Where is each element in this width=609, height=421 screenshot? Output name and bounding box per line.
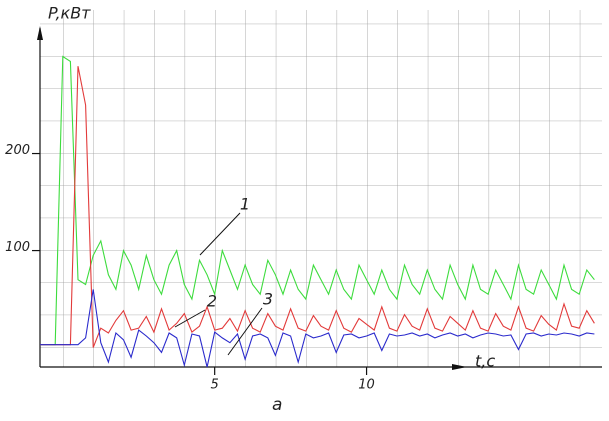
caption: а — [272, 395, 282, 415]
y-axis-label: P,кВт — [48, 4, 91, 23]
leader-line — [227, 307, 263, 356]
x-tick-label: 10 — [358, 378, 375, 393]
series-label: 3 — [263, 290, 273, 309]
leader-line — [174, 309, 206, 328]
leader-line — [199, 212, 241, 256]
y-tick-label: 100 — [5, 240, 30, 255]
y-tick-label: 200 — [5, 143, 30, 158]
x-axis-arrow — [452, 364, 467, 370]
series-line — [40, 66, 595, 348]
y-axis-arrow — [37, 26, 43, 40]
grid-area — [40, 10, 602, 367]
series-line — [40, 289, 595, 368]
series-label: 1 — [240, 195, 250, 214]
series-label: 2 — [207, 292, 217, 311]
x-tick-label: 5 — [211, 378, 219, 393]
x-axis-label: t,c — [475, 352, 495, 371]
series-line — [40, 55, 595, 346]
